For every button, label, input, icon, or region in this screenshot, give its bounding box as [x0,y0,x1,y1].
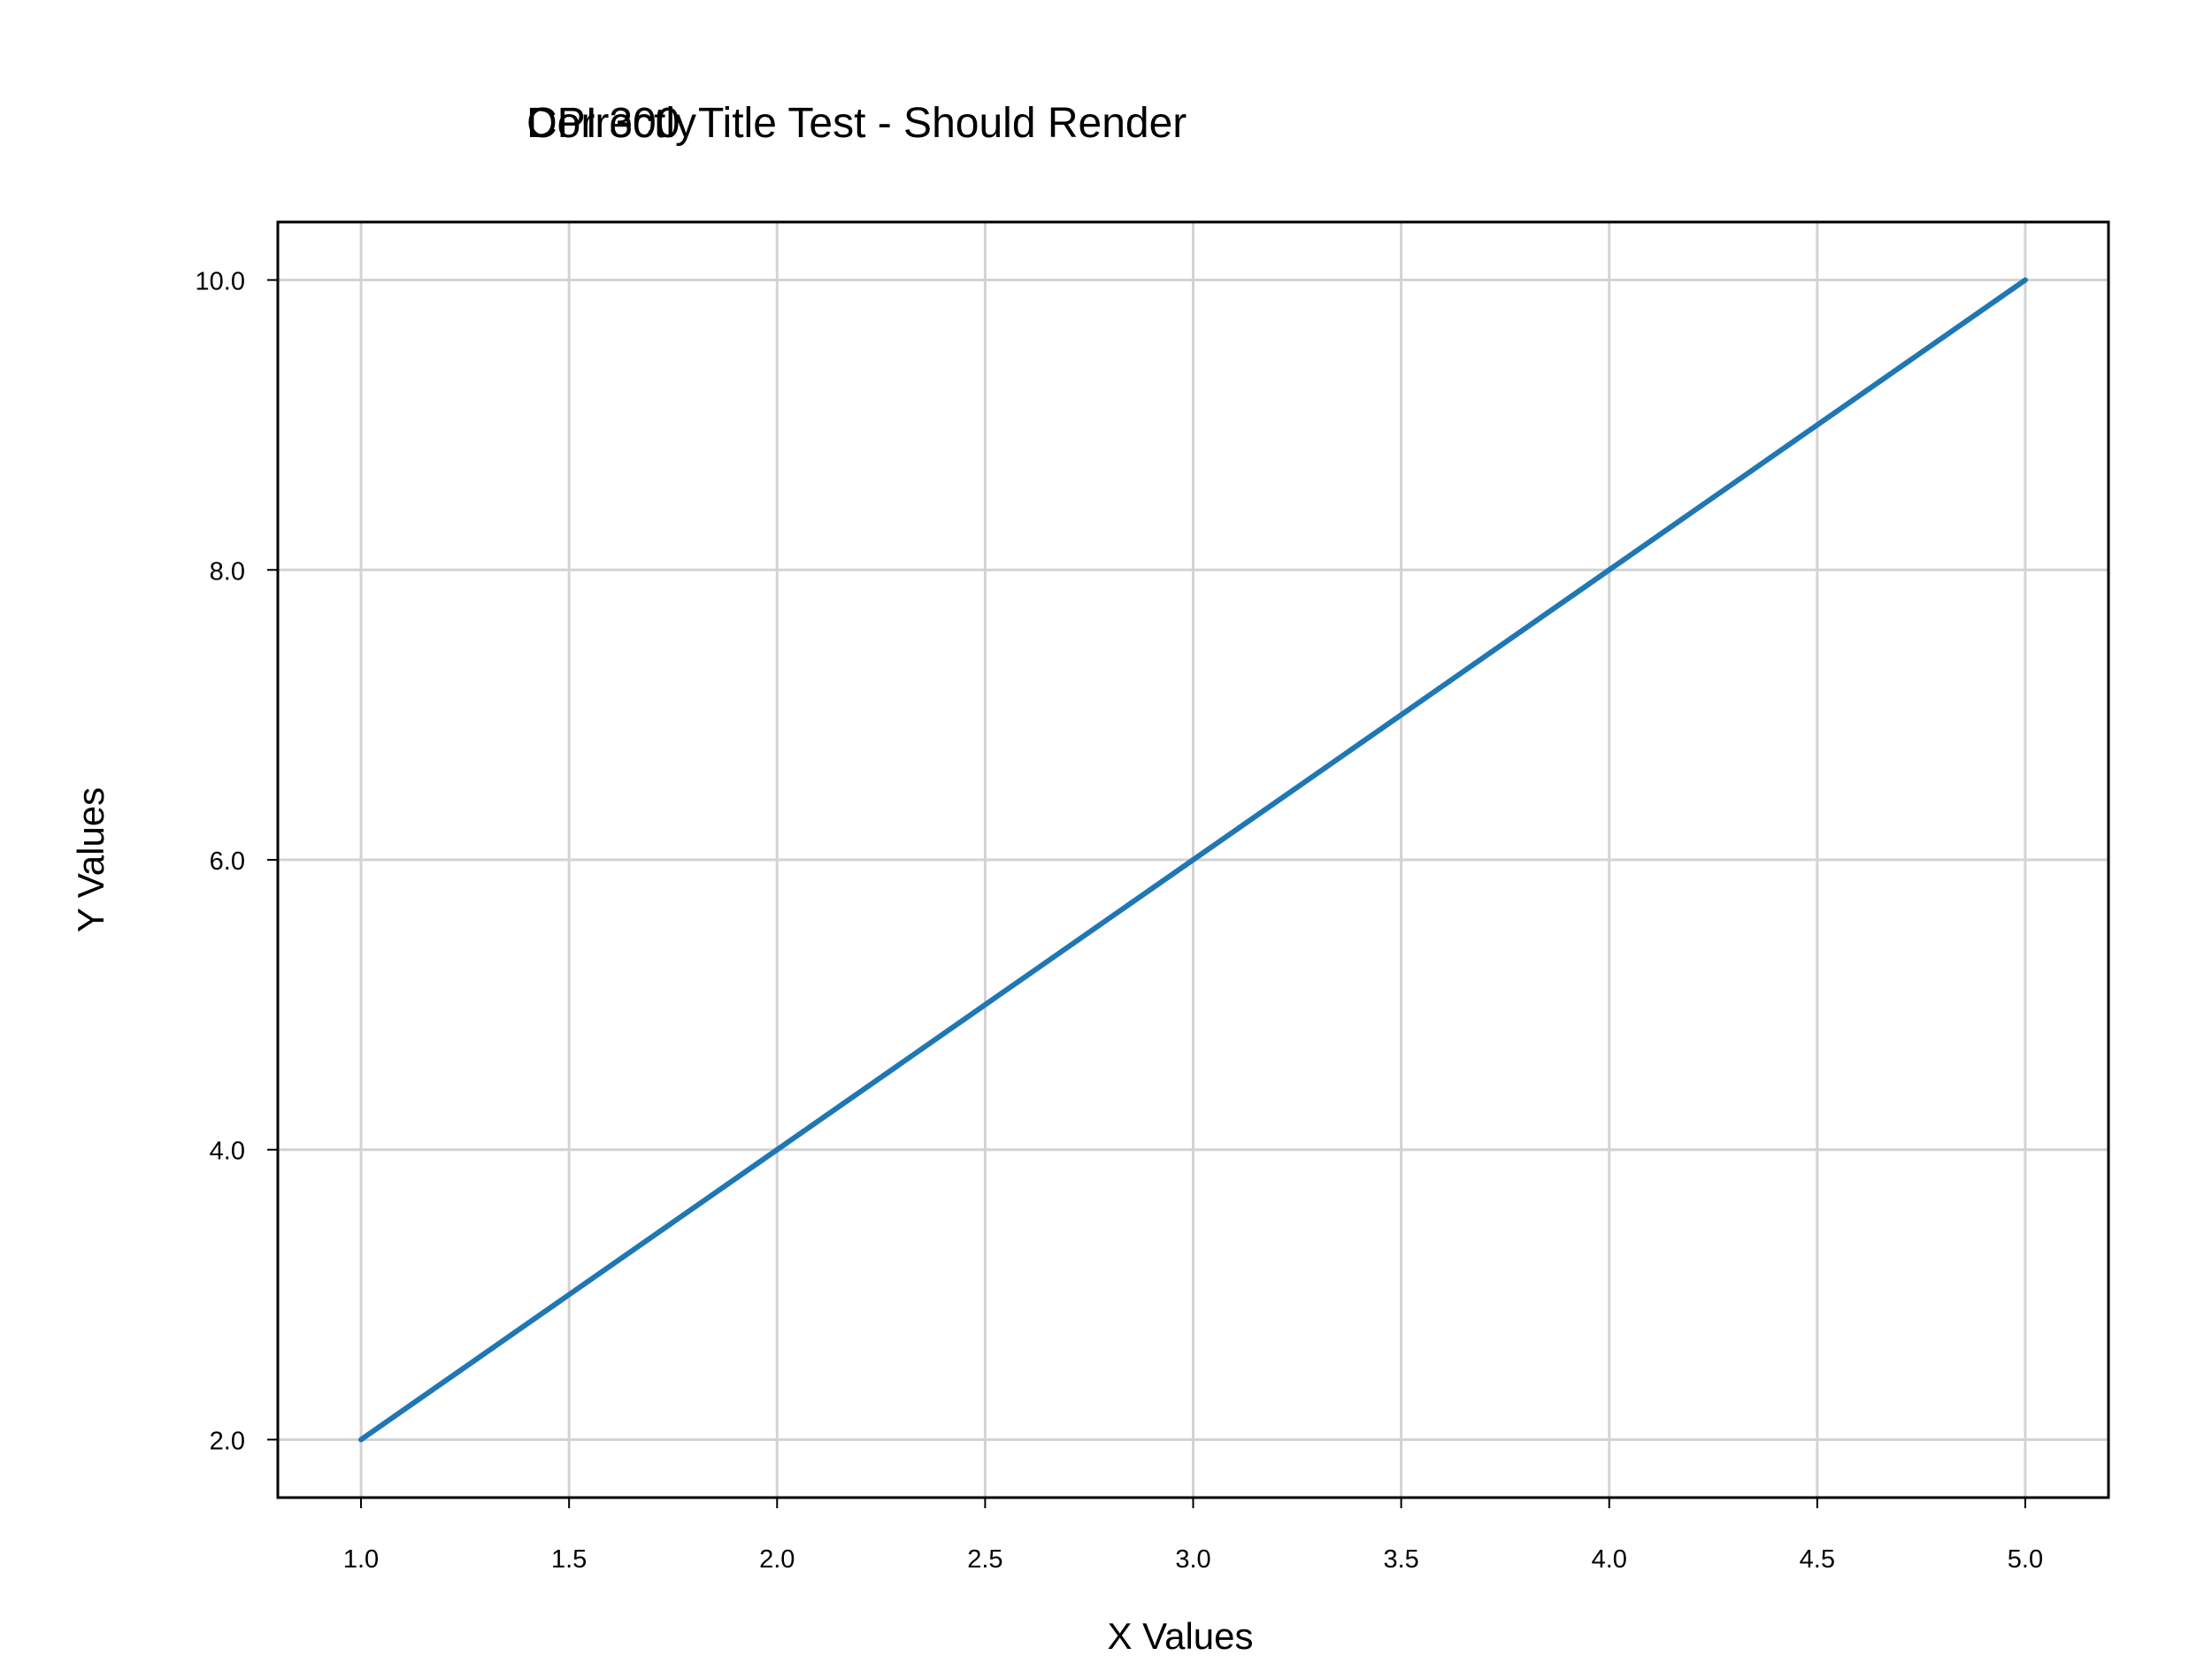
ticks: 1.0 1.5 2.0 2.5 3.0 3.5 4.0 4.5 5.0 2.0 4.0 6.0 8.0 1… [196,268,2044,1574]
y-tick-label: 4.0 [210,1138,245,1166]
y-tick-label: 8.0 [210,557,245,586]
data-point [2022,277,2028,283]
y-tick-label: 10.0 [196,268,245,296]
x-tick-label: 2.5 [967,1545,1002,1574]
y-tick-label: 2.0 [210,1427,245,1455]
y-axis-label: Y Values [70,787,111,932]
x-tick-label: 4.0 [1592,1545,1627,1574]
chart-title-overlap: DPI 300 [526,100,680,147]
x-tick-label: 5.0 [2008,1545,2043,1574]
x-tick-label: 2.0 [759,1545,795,1574]
chart-title-overlay-word: Correctly [526,100,696,147]
x-tick-label: 3.0 [1175,1545,1210,1574]
x-tick-label: 1.5 [551,1545,587,1574]
x-tick-label: 1.0 [343,1545,379,1574]
data-point [358,1437,365,1443]
chart-title-main-text: Title Test - Should Render [698,100,1187,147]
x-axis-label: X Values [1108,1615,1254,1657]
data-point [1190,857,1196,862]
y-tick-label: 6.0 [210,847,245,876]
series-layer [358,277,2028,1443]
x-tick-label: 3.5 [1383,1545,1418,1574]
x-tick-label: 4.5 [1800,1545,1835,1574]
data-point [774,1146,780,1153]
data-point [1606,567,1612,573]
chart-title: CorrectlyTitle Test - Should Render [526,100,1187,147]
